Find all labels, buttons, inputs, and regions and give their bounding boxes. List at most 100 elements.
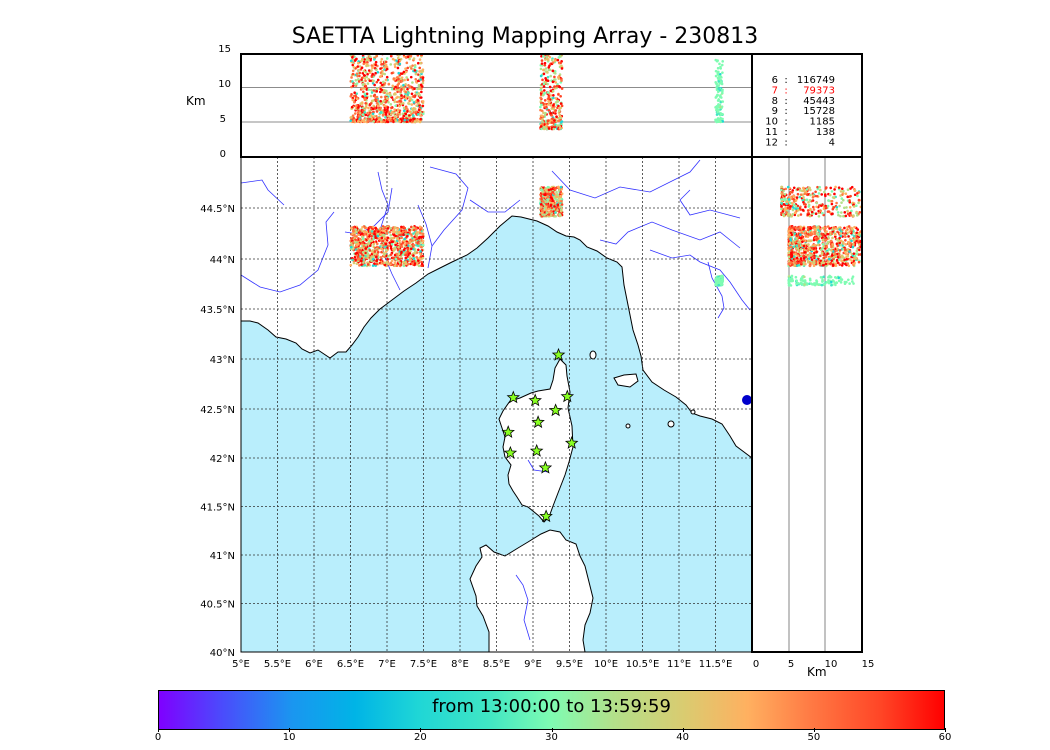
- lightning-source: [545, 70, 549, 74]
- lightning-source: [803, 283, 806, 286]
- lightning-source: [846, 212, 850, 216]
- lightning-source: [549, 94, 553, 97]
- lightning-source: [360, 263, 363, 266]
- lightning-source: [396, 113, 399, 117]
- lightning-source: [406, 91, 410, 94]
- lightning-source: [415, 92, 419, 96]
- lightning-source: [386, 257, 389, 261]
- count-separator: :: [784, 117, 787, 128]
- lightning-source: [721, 60, 724, 63]
- lightning-source: [406, 109, 409, 113]
- lightning-source: [837, 213, 840, 217]
- lightning-source: [851, 275, 855, 278]
- lightning-source: [548, 192, 552, 196]
- lightning-source: [550, 206, 554, 210]
- lightning-source: [811, 205, 815, 209]
- lightning-source: [393, 264, 397, 268]
- lightning-source: [543, 91, 547, 95]
- lightning-source: [796, 254, 799, 257]
- colorbar-label: from 13:00:00 to 13:59:59: [432, 696, 671, 717]
- lightning-source: [539, 88, 543, 92]
- star-icon: [501, 425, 515, 438]
- lightning-source: [349, 245, 353, 249]
- lightning-source: [393, 247, 397, 251]
- lightning-source: [547, 188, 551, 192]
- lightning-source: [540, 62, 544, 65]
- lightning-source: [412, 243, 416, 247]
- lightning-source: [364, 84, 368, 88]
- altitude-latitude-panel[interactable]: [751, 156, 863, 653]
- lightning-source: [402, 233, 405, 237]
- lightning-source: [556, 99, 560, 103]
- lightning-source: [402, 248, 406, 252]
- lightning-source: [801, 186, 805, 190]
- lightning-source: [844, 252, 848, 256]
- lightning-source: [351, 241, 355, 244]
- lightning-source: [553, 75, 556, 79]
- lightning-source: [371, 264, 375, 267]
- longitude-tick: 11.5°E: [699, 659, 733, 670]
- lightning-source: [826, 225, 830, 228]
- lightning-source: [356, 74, 359, 78]
- lightning-source: [545, 124, 548, 127]
- lightning-source: [803, 192, 807, 196]
- lightning-source: [785, 200, 788, 203]
- lightning-source: [823, 193, 827, 196]
- lightning-source: [556, 208, 559, 212]
- lightning-source: [814, 212, 818, 216]
- lightning-source: [829, 275, 833, 279]
- lightning-source: [360, 59, 363, 63]
- lightning-source: [821, 242, 825, 246]
- lightning-source: [363, 110, 367, 114]
- lightning-source: [364, 243, 368, 247]
- lightning-source: [850, 185, 854, 189]
- lightning-source: [803, 188, 806, 192]
- lightning-source: [786, 185, 790, 189]
- lightning-source: [363, 226, 367, 230]
- lightning-source: [806, 228, 810, 232]
- lightning-source: [780, 205, 783, 208]
- lightning-source: [849, 241, 852, 245]
- latitude-tick-labels: 40°N 40.5°N 41°N 41.5°N 42°N 42.5°N 43°N 43.5°N…: [200, 204, 235, 659]
- lightning-source: [853, 237, 857, 241]
- lightning-source: [849, 194, 852, 198]
- map-panel[interactable]: [240, 156, 753, 653]
- colorbar-tick-mark: [551, 728, 553, 732]
- lightning-source: [415, 234, 418, 237]
- lightning-source: [357, 61, 360, 65]
- lightning-source: [373, 58, 376, 61]
- latitude-tick: 42.5°N: [200, 405, 235, 416]
- lightning-source: [790, 249, 793, 252]
- lightning-source: [376, 104, 380, 108]
- lightning-source: [394, 243, 397, 247]
- lightning-source: [781, 213, 785, 216]
- map-grid: [241, 157, 752, 652]
- lightning-source: [386, 92, 389, 95]
- lightning-source: [789, 196, 792, 199]
- lightning-source: [360, 230, 364, 233]
- lightning-source: [800, 244, 804, 247]
- lightning-source: [851, 245, 855, 249]
- lightning-source: [540, 54, 543, 58]
- lightning-source: [804, 235, 808, 238]
- lightning-source: [808, 254, 811, 258]
- lightning-source: [829, 239, 833, 243]
- lightning-source: [811, 195, 815, 199]
- lightning-source: [817, 192, 821, 195]
- lightning-source: [400, 79, 404, 83]
- lightning-source: [787, 275, 791, 278]
- altitude-longitude-panel[interactable]: [240, 51, 753, 158]
- lightning-source: [359, 102, 363, 105]
- lightning-source: [379, 233, 383, 236]
- lightning-source: [836, 244, 839, 248]
- lightning-source: [826, 232, 829, 236]
- lightning-source: [360, 232, 364, 235]
- lightning-source: [787, 198, 791, 201]
- lightning-source: [418, 120, 421, 123]
- lightning-source: [406, 66, 410, 70]
- longitude-tick: 10.5°E: [626, 659, 660, 670]
- lightning-source: [404, 55, 408, 59]
- lightning-source: [857, 201, 860, 205]
- lightning-source: [788, 192, 792, 196]
- lightning-source: [827, 248, 831, 251]
